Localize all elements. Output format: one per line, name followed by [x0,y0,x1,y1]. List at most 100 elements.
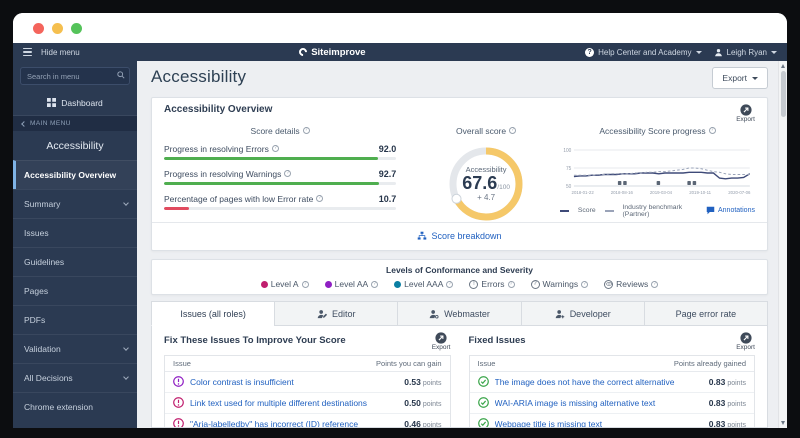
info-icon[interactable] [708,127,716,134]
tab-issues-all-roles[interactable]: Issues (all roles) [151,301,276,326]
issue-link[interactable]: The image does not have the correct alte… [494,376,675,387]
overview-export-button[interactable]: Export [736,104,755,124]
user-name: Leigh Ryan [726,47,767,57]
main-content: Accessibility Export Accessibility Overv… [137,61,778,428]
svg-text:75: 75 [566,165,571,171]
back-to-main-menu[interactable]: MAIN MENU [13,116,137,131]
sidebar-item-pages[interactable]: Pages [13,276,137,305]
issue-row[interactable]: WAI-ARIA image is missing alternative te… [469,393,754,414]
issue-row[interactable]: "Aria-labelledby" has incorrect (ID) ref… [165,414,450,428]
level-aaa-dot-icon [394,280,402,288]
issue-link[interactable]: WAI-ARIA image is missing alternative te… [494,397,656,408]
issue-link[interactable]: Link text used for multiple different de… [190,397,368,408]
sidebar-item-issues[interactable]: Issues [13,218,137,247]
issue-row[interactable]: Webpage title is missing text 0.83 points [470,414,755,428]
chevron-down-icon [123,374,129,380]
search-input[interactable] [20,67,130,85]
legend-level-aaa: Level AAA [394,279,454,289]
fixed-issues-title: Fixed Issues [468,335,526,346]
sidebar-item-guidelines[interactable]: Guidelines [13,247,137,276]
legend-level-a: Level A [260,279,309,289]
info-icon[interactable] [507,280,515,288]
scroll-up-arrow-icon[interactable] [781,64,785,68]
progress-bar [164,181,397,185]
user-icon [714,48,722,56]
legend-score: Score [577,207,596,214]
check-circle-icon [477,418,489,427]
column-issue: Issue [173,358,191,368]
issue-link[interactable]: "Aria-labelledby" has incorrect (ID) ref… [190,418,359,428]
info-icon[interactable] [509,127,517,134]
gauge-label: Accessibility [465,165,507,175]
issue-link[interactable]: Webpage title is missing text [494,418,603,428]
info-icon[interactable] [581,280,589,288]
hide-menu-label: Hide menu [41,47,80,57]
info-icon[interactable] [651,280,659,288]
score-detail-row: Progress in resolving Errors 92.0 [164,144,397,160]
sidebar-item-summary[interactable]: Summary [13,189,137,218]
legend-warnings: ? Warnings [530,279,589,289]
info-icon[interactable] [302,127,310,134]
legend-reviews: Reviews [604,279,659,289]
vertical-scrollbar[interactable] [778,61,787,428]
svg-text:2018-08-16: 2018-08-16 [611,189,634,194]
progress-bar [164,156,397,160]
score-details-title: Score details [250,125,300,136]
sidebar-item-dashboard[interactable]: Dashboard [13,90,137,116]
info-icon[interactable] [446,280,454,288]
sidebar-item-validation[interactable]: Validation [13,334,137,363]
page-export-button[interactable]: Export [712,67,768,89]
annotations-link[interactable]: Annotations [706,206,755,215]
review-eye-icon [604,279,614,289]
scrollbar-thumb[interactable] [780,71,786,117]
issue-row[interactable]: The image does not have the correct alte… [469,372,754,393]
sidebar-item-all-decisions[interactable]: All Decisions [13,363,137,392]
role-tabs: Issues (all roles) Editor Webmaster Deve… [151,301,769,326]
severity-exclamation-icon [173,397,184,408]
zoom-window-button[interactable] [71,22,82,34]
legend-errors: ! Errors [469,279,515,289]
info-icon[interactable] [271,145,279,152]
info-icon[interactable] [371,280,379,288]
issue-row[interactable]: Color contrast is insufficient 0.53 point… [165,372,450,393]
info-icon[interactable] [301,280,309,288]
svg-text:50: 50 [566,183,571,189]
issue-row[interactable]: Link text used for multiple different de… [165,393,450,414]
fixed-issues-export-button[interactable]: Export [736,332,755,352]
chevron-down-icon [771,50,777,54]
overall-score-value: 67.6/100 [462,173,510,194]
webmaster-person-icon [429,309,439,319]
chevron-down-icon [695,50,702,54]
tab-developer[interactable]: Developer [520,301,645,326]
siteimprove-logo[interactable]: Siteimprove [80,46,585,58]
user-menu[interactable]: Leigh Ryan [714,48,777,57]
info-icon[interactable] [316,195,324,202]
svg-text:2020-07-06: 2020-07-06 [728,189,751,194]
editor-person-icon [317,309,328,318]
overall-score-section: Overall score Accessibility 67. [412,126,560,223]
column-points: Points already gained [673,358,746,368]
progress-bar [164,206,397,210]
info-icon[interactable] [284,170,292,177]
export-icon [740,104,752,116]
sidebar-item-chrome-extension[interactable]: Chrome extension [13,392,137,421]
tab-page-error-rate[interactable]: Page error rate [643,301,769,326]
benchmark-line-sample [604,209,614,212]
tab-editor[interactable]: Editor [274,301,399,326]
tab-webmaster[interactable]: Webmaster [397,301,522,326]
issue-link[interactable]: Color contrast is insufficient [190,376,294,387]
sidebar-item-accessibility-overview[interactable]: Accessibility Overview [13,160,137,189]
score-detail-row: Percentage of pages with low Error rate … [164,194,397,210]
help-center-menu[interactable]: ? Help Center and Academy [585,47,702,57]
chevron-down-icon [123,200,129,206]
sidebar-item-pdfs[interactable]: PDFs [13,305,137,334]
overall-score-gauge: Accessibility 67.6/100 + 4.7 [446,144,526,224]
score-breakdown-link[interactable]: Score breakdown [417,231,502,241]
hide-menu-button[interactable]: Hide menu [23,48,80,57]
minimize-window-button[interactable] [52,22,63,34]
fix-issues-export-button[interactable]: Export [432,332,451,352]
close-window-button[interactable] [33,22,44,34]
score-delta: + 4.7 [477,192,496,202]
level-a-dot-icon [260,280,268,288]
scroll-down-arrow-icon[interactable] [781,421,785,425]
